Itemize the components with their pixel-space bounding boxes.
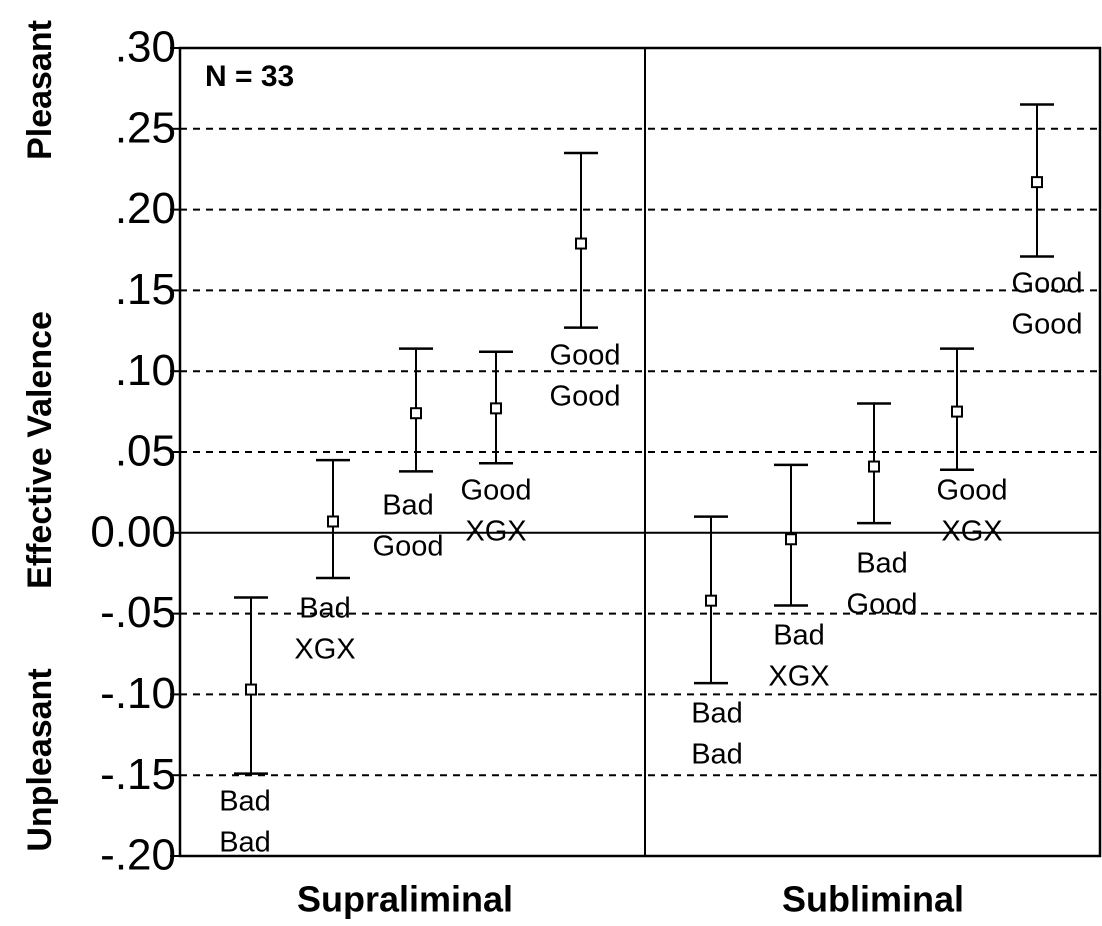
point-label: Bad [219, 827, 271, 859]
point-label: Good [550, 381, 621, 413]
point-label: Bad [856, 548, 908, 580]
point-label: Bad [691, 739, 743, 771]
mean-marker [705, 594, 717, 607]
y-tick-label: .20 [115, 184, 176, 233]
y-tick-label: .30 [115, 23, 176, 72]
y-tick-label: -.20 [100, 831, 176, 880]
y-tick-label: 0.00 [90, 507, 176, 556]
mean-marker [245, 683, 257, 696]
y-tick-label: -.10 [100, 669, 176, 718]
y-tick-label: -.05 [100, 588, 176, 637]
mean-marker [327, 515, 339, 528]
point-label: Bad [773, 620, 825, 652]
plot-border [178, 46, 1102, 858]
point-label: Bad [691, 698, 743, 730]
point-label: Good [937, 475, 1008, 507]
y-tick-label: -.15 [100, 750, 176, 799]
mean-marker [785, 533, 797, 546]
mean-marker [575, 237, 587, 250]
point-label: Good [461, 475, 532, 507]
y-axis-label-top: Pleasant [21, 20, 59, 160]
y-tick-label: .10 [115, 346, 176, 395]
mean-marker [410, 407, 422, 420]
y-tick-label: .05 [115, 427, 176, 476]
x-tick-label: Supraliminal [297, 879, 513, 920]
point-label: Good [847, 589, 918, 621]
point-label: Good [1012, 309, 1083, 341]
point-label: XGX [768, 661, 829, 693]
point-label: XGX [294, 634, 355, 666]
mean-marker [1031, 176, 1043, 189]
y-axis-label: Effective Valence [21, 311, 59, 589]
y-tick-label: .25 [115, 103, 176, 152]
y-axis-label-bottom: Unpleasant [21, 668, 59, 851]
point-label: Good [550, 340, 621, 372]
mean-marker [951, 405, 963, 418]
point-label: XGX [465, 516, 526, 548]
mean-marker [868, 460, 880, 473]
point-label: Bad [382, 490, 434, 522]
point-label: Good [1012, 268, 1083, 300]
annotation: N = 33 [205, 60, 294, 93]
point-label: Bad [299, 593, 351, 625]
point-label: Bad [219, 786, 271, 818]
y-tick-label: .15 [115, 265, 176, 314]
x-tick-label: Subliminal [782, 879, 964, 920]
point-label: Good [373, 531, 444, 563]
mean-marker [490, 402, 502, 415]
point-label: XGX [941, 516, 1002, 548]
